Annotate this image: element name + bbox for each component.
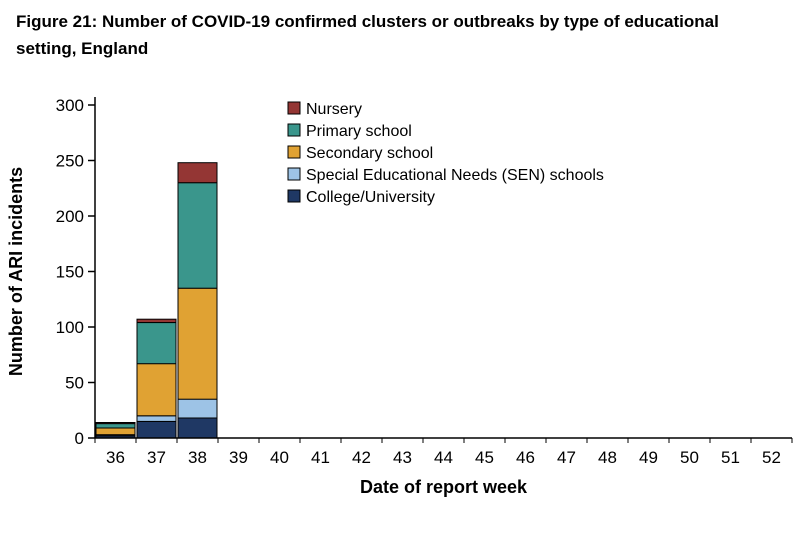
legend-swatch [287, 167, 301, 181]
bar-segment [136, 363, 177, 417]
legend-label: Special Educational Needs (SEN) schools [306, 167, 604, 184]
x-tick-label: 37 [147, 448, 166, 467]
stacked-bar-chart: 0 50 100 150 200 250 300 36 37 38 39 40 41 42 43 44 45 46… [6, 96, 793, 497]
bar-segment [177, 398, 218, 419]
x-tick-label: 45 [475, 448, 494, 467]
bar-segment [136, 420, 177, 439]
x-tick-label: 40 [270, 448, 289, 467]
bar-segment [177, 162, 218, 184]
x-tick-label: 38 [188, 448, 207, 467]
x-axis-title: Date of report week [360, 477, 528, 497]
x-tick-label: 49 [639, 448, 658, 467]
x-tick-label: 41 [311, 448, 330, 467]
legend-label: Secondary school [306, 145, 433, 162]
legend-swatch [287, 101, 301, 115]
legend-label: Primary school [306, 123, 412, 140]
bar-segment [136, 318, 177, 323]
bar-segment [95, 422, 136, 425]
bar-segment [136, 415, 177, 422]
figure-title: Figure 21: Number of COVID-19 confirmed … [16, 8, 800, 62]
legend-swatch [287, 189, 301, 203]
x-tick-label: 52 [762, 448, 781, 467]
y-tick-label: 300 [56, 96, 84, 115]
figure-title-line1: Figure 21: Number of COVID-19 confirmed … [16, 12, 719, 31]
bar-segment [95, 423, 136, 429]
y-tick-label: 50 [65, 374, 84, 393]
x-tick-label: 51 [721, 448, 740, 467]
bar-segment [177, 287, 218, 400]
y-tick-label: 0 [75, 429, 84, 448]
x-tick-label: 50 [680, 448, 699, 467]
y-tick-label: 250 [56, 152, 84, 171]
bar-segment [177, 182, 218, 289]
y-tick-label: 150 [56, 263, 84, 282]
x-tick-label: 39 [229, 448, 248, 467]
x-tick-label: 43 [393, 448, 412, 467]
legend-swatch [287, 145, 301, 159]
legend-swatch [287, 123, 301, 137]
legend-label: College/University [306, 189, 435, 206]
bar-segment [177, 417, 218, 439]
legend-label: Nursery [306, 101, 362, 118]
y-axis-title: Number of ARI incidents [6, 167, 26, 376]
bar-segment [95, 427, 136, 436]
bar-segment [136, 322, 177, 365]
x-tick-label: 46 [516, 448, 535, 467]
x-tick-label: 48 [598, 448, 617, 467]
y-tick-label: 200 [56, 207, 84, 226]
x-tick-label: 47 [557, 448, 576, 467]
figure-title-line2: setting, England [16, 39, 149, 59]
y-tick-label: 100 [56, 318, 84, 337]
x-tick-label: 42 [352, 448, 371, 467]
x-tick-label: 44 [434, 448, 453, 467]
x-tick-label: 36 [106, 448, 125, 467]
